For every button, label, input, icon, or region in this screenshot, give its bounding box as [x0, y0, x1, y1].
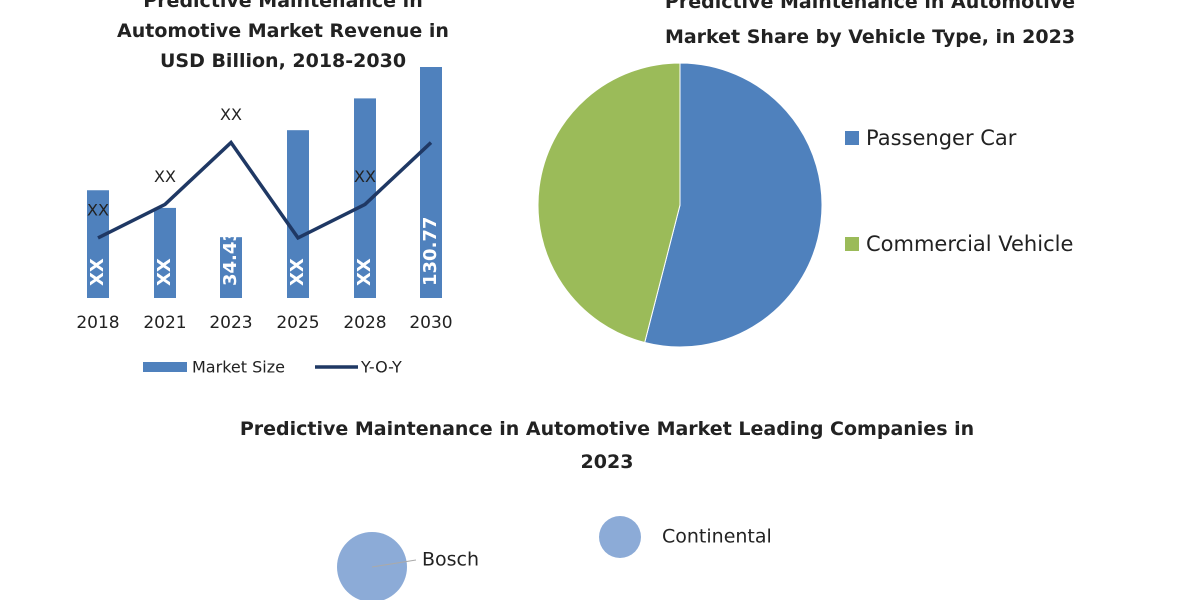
bubble [337, 532, 407, 600]
chart-title: Predictive Maintenance in Automotive Mar… [239, 418, 975, 473]
legend-swatch [845, 237, 859, 251]
bar [420, 67, 442, 298]
pie-slice [537, 62, 681, 344]
data-label: XX [354, 258, 375, 286]
line-series [97, 139, 433, 241]
bubble-label: Bosch [422, 549, 479, 571]
bubble-label: Continental [662, 526, 772, 548]
data-label: XX [220, 105, 242, 124]
data-label: XX [87, 200, 109, 219]
legend-label: Y-O-Y [360, 358, 402, 377]
chart-title: Predictive Maintenance in Automotive Mar… [117, 0, 449, 72]
legend-swatch [143, 362, 187, 372]
legend-label: Market Size [192, 358, 285, 377]
x-tick-label: 2023 [209, 313, 252, 333]
pie-slice [644, 62, 823, 348]
legend-swatch [845, 131, 859, 145]
data-label: XX [154, 167, 176, 186]
x-tick-label: 2025 [276, 313, 319, 333]
bubble [599, 516, 641, 558]
chart-title: Predictive Maintenance in Automotive Mar… [664, 0, 1076, 48]
bar [287, 130, 309, 298]
bar [87, 190, 109, 298]
legend-label: Commercial Vehicle [866, 232, 1073, 256]
x-tick-label: 2028 [343, 313, 386, 333]
data-label: XX [87, 258, 108, 286]
data-label: XX [154, 258, 175, 286]
legend-label: Passenger Car [866, 126, 1017, 150]
data-label: XX [354, 167, 376, 186]
x-tick-label: 2018 [76, 313, 119, 333]
bar [354, 98, 376, 298]
leader-line [371, 559, 417, 568]
bar [220, 237, 242, 298]
x-tick-label: 2021 [143, 313, 186, 333]
data-label: XX [287, 258, 308, 286]
bar [154, 207, 176, 298]
data-label: 34.43 [220, 229, 241, 286]
x-tick-label: 2030 [409, 313, 452, 333]
data-label: 130.77 [420, 217, 441, 286]
